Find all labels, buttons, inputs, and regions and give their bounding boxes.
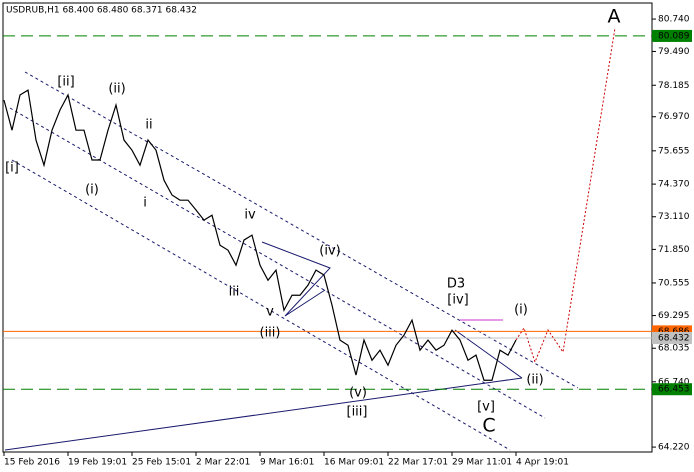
- wave-label: [iv]: [447, 293, 468, 308]
- wave-label: (v): [349, 386, 367, 401]
- y-tick-label: 68.035: [658, 344, 690, 354]
- level-box: [652, 29, 692, 42]
- channel-upper: [24, 71, 579, 389]
- channel-lower: [11, 159, 511, 451]
- x-tick-label: 9 Mar 16:01: [260, 458, 314, 468]
- y-tick-label: 76.970: [658, 112, 690, 122]
- wave-label: (i): [85, 183, 99, 198]
- x-tick-label: 16 Mar 09:01: [324, 458, 384, 468]
- y-tick-label: 79.490: [658, 47, 690, 57]
- x-tick-label: 19 Feb 19:01: [68, 458, 127, 468]
- wave-label: i: [143, 196, 147, 211]
- wave-label: v: [266, 305, 274, 320]
- wave-label: (ii): [526, 373, 543, 388]
- level-label: 68.686: [658, 327, 690, 337]
- wave-label: D3: [447, 277, 465, 292]
- y-tick-label: 69.295: [658, 311, 690, 321]
- wave-label: (iv): [319, 244, 340, 259]
- chart-title: USDRUB,H1 68.400 68.480 68.371 68.432: [6, 6, 197, 16]
- y-tick-label: 78.185: [658, 81, 690, 91]
- y-tick-label: 64.220: [658, 443, 690, 453]
- x-tick-label: 22 Mar 17:01: [388, 458, 448, 468]
- plot-frame: [2, 2, 653, 453]
- wave-label: (ii): [108, 82, 125, 97]
- y-tick-label: 74.370: [658, 180, 690, 190]
- wave-label: [i]: [5, 161, 19, 176]
- wedge-lines: [261, 241, 331, 317]
- y-tick-label: 80.740: [658, 15, 690, 25]
- forecast-path: [515, 27, 616, 364]
- wave-label: [v]: [477, 400, 495, 415]
- wave-label: ii: [145, 118, 152, 133]
- level-label: 68.432: [658, 333, 690, 343]
- wave-label: [ii]: [57, 75, 74, 90]
- y-tick-label: 73.110: [658, 212, 690, 222]
- y-tick-label: 70.555: [658, 278, 690, 288]
- x-tick-label: 25 Feb 15:01: [132, 458, 191, 468]
- wave-label: [iii]: [347, 405, 368, 420]
- level-label: 80.089: [658, 31, 690, 41]
- x-tick-label: 4 Apr 19:01: [516, 458, 569, 468]
- price-line: [3, 89, 517, 381]
- level-label: 66.453: [658, 385, 690, 395]
- wave-label: iii: [229, 285, 240, 300]
- wave-label: (iii): [260, 326, 281, 341]
- y-tick-label: 66.740: [658, 377, 690, 387]
- wave-channels: [4, 27, 616, 451]
- y-tick-label: 75.655: [658, 146, 690, 156]
- x-tick-label: 29 Mar 11:01: [452, 458, 512, 468]
- wave-label: (i): [514, 303, 528, 318]
- x-tick-label: 15 Feb 2016: [4, 458, 60, 468]
- wave-label: A: [608, 6, 621, 28]
- trend-line: [4, 377, 523, 451]
- level-box: [652, 331, 692, 344]
- x-tick-label: 2 Mar 22:01: [196, 458, 250, 468]
- wave-label: iv: [244, 208, 256, 223]
- level-box: [652, 383, 692, 396]
- y-tick-label: 71.850: [658, 245, 690, 255]
- wave-label: C: [482, 415, 495, 437]
